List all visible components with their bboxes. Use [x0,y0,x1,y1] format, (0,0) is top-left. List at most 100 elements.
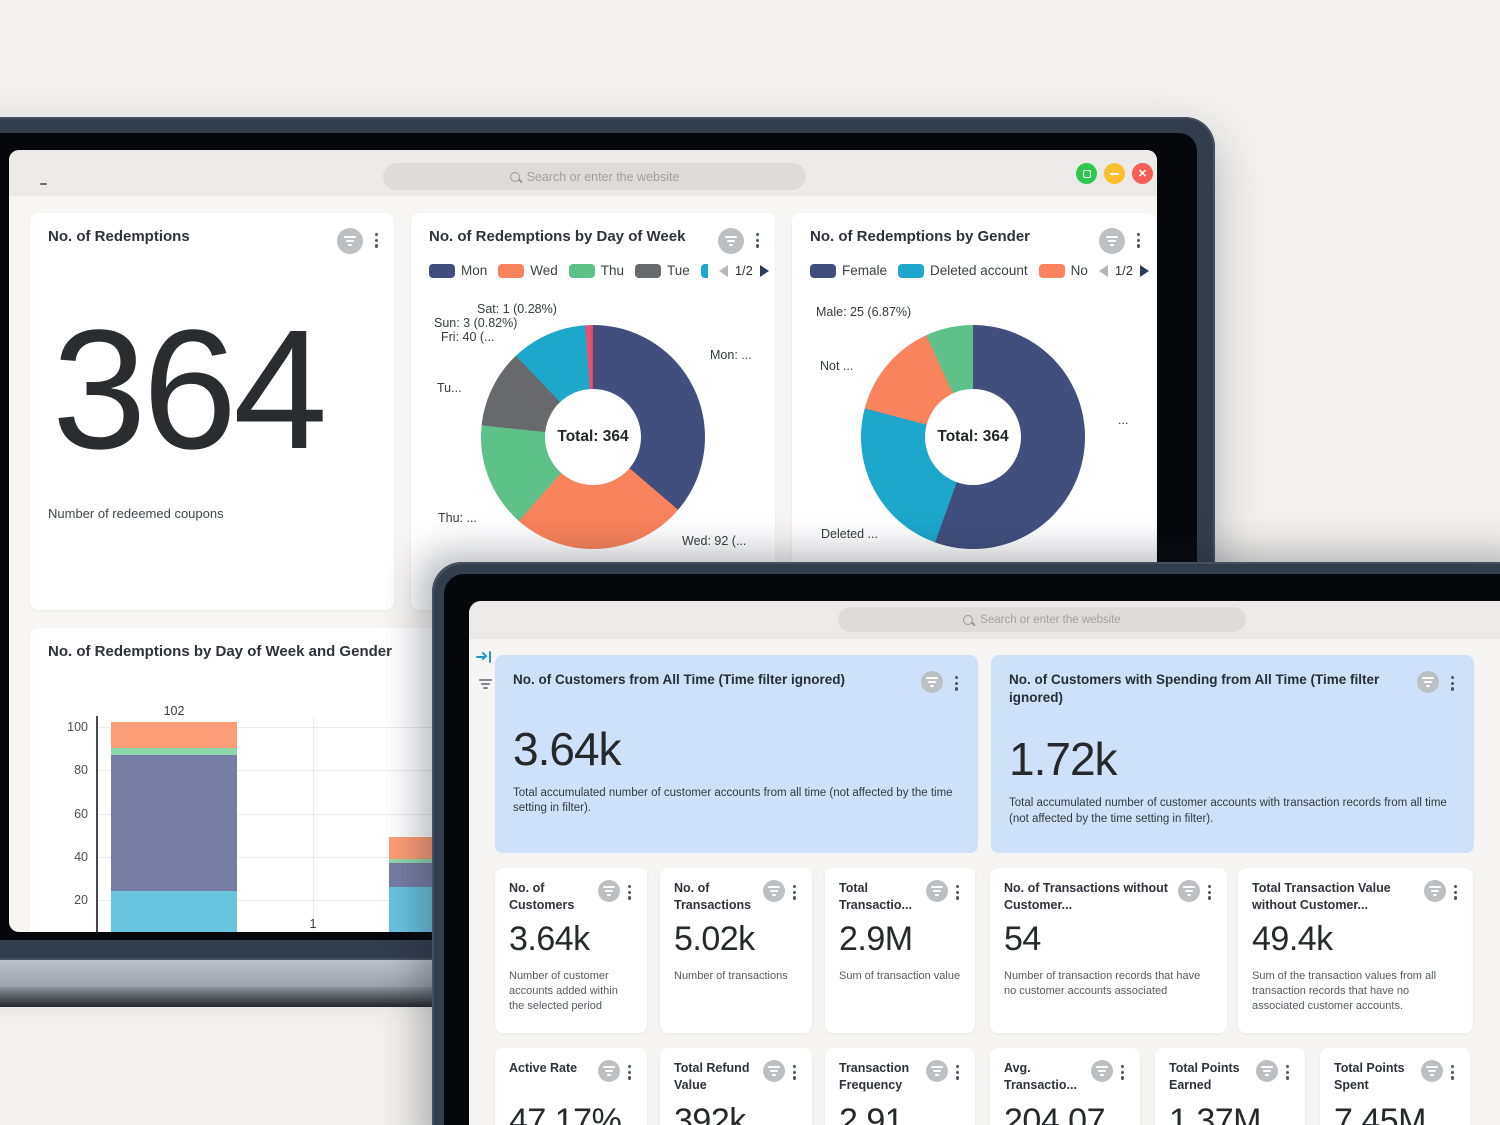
pager-prev-icon[interactable] [718,264,728,277]
metric-description: Total accumulated number of customer acc… [513,786,953,815]
metric-value: 1.72k [1009,733,1118,786]
filter-icon[interactable] [925,1060,948,1082]
kebab-menu-icon[interactable] [1284,1060,1291,1085]
card-title: Total Points Earned [1169,1061,1240,1092]
filter-icon[interactable] [597,880,620,902]
card-active-rate: Active Rate 47.17% [495,1048,647,1125]
kebab-menu-icon[interactable] [954,1060,961,1085]
metric-value: 3.64k [509,920,590,958]
legend-item-wed[interactable]: Wed [498,263,558,278]
filter-icon[interactable] [336,228,363,254]
kebab-menu-icon[interactable] [754,228,761,253]
kebab-menu-icon[interactable] [373,228,380,253]
card-title: Total Transaction Value without Customer… [1252,881,1391,912]
y-axis-line [96,716,98,932]
metric-description: Number of transactions [674,970,788,982]
kebab-menu-icon[interactable] [626,880,633,905]
search-icon [963,614,974,625]
kebab-menu-icon[interactable] [954,880,961,905]
card-title: Avg. Transactio... [1004,1061,1077,1092]
bar-total-label: 102 [163,704,185,718]
card-title: No. of Redemptions by Day of Week and Ge… [48,643,392,660]
card-transaction-value-without-customer: Total Transaction Value without Customer… [1238,868,1473,1033]
slice-label-fri: Fri: 40 (... [441,330,495,344]
filter-icon[interactable] [1420,1060,1443,1082]
kebab-menu-icon[interactable] [1135,228,1142,253]
global-filter-icon[interactable] [478,679,492,689]
filter-icon[interactable] [925,880,948,902]
filter-icon[interactable] [597,1060,620,1082]
pager-label: 1/2 [734,263,753,278]
kebab-menu-icon[interactable] [1206,880,1213,905]
pager-next-icon[interactable] [759,264,769,277]
address-search-bar[interactable]: Search or enter the website [838,607,1246,632]
card-customers-with-spending: No. of Customers with Spending from All … [991,655,1474,853]
pager-next-icon[interactable] [1139,264,1149,277]
legend-item-fri-truncated[interactable] [700,263,708,278]
card-redemptions-by-day: No. of Redemptions by Day of Week Mon We… [411,213,775,610]
filter-icon[interactable] [762,880,785,902]
card-title: Total Refund Value [674,1061,750,1092]
address-search-bar[interactable]: Search or enter the website [383,163,806,190]
filter-icon[interactable] [717,228,744,254]
metric-value: 392k [674,1102,746,1125]
slice-label-female: ... [1118,413,1129,427]
filter-icon[interactable] [1255,1060,1278,1082]
card-total-transaction-value: Total Transactio... 2.9M Sum of transact… [825,868,975,1033]
donut-center-total: Total: 364 [557,428,629,445]
slice-label-sun: Sun: 3 (0.82%) [434,316,518,330]
legend-item-tue[interactable]: Tue [635,263,690,278]
y-tick-80: 80 [74,763,88,777]
kebab-menu-icon[interactable] [1119,1060,1126,1085]
filter-icon[interactable] [1416,671,1439,693]
card-title: No. of Customers from All Time (Time fil… [513,672,846,687]
y-tick-20: 20 [74,893,88,907]
collapse-sidebar-icon[interactable] [476,650,493,664]
stacked-bar-1[interactable] [111,722,237,932]
filter-icon[interactable] [762,1060,785,1082]
filter-icon[interactable] [1423,880,1446,902]
pager-prev-icon[interactable] [1098,264,1108,277]
legend-item-female[interactable]: Female [810,263,887,278]
y-tick-60: 60 [74,807,88,821]
maximize-button[interactable] [1076,163,1097,184]
redemptions-description: Number of redeemed coupons [48,506,224,521]
legend-item-mon[interactable]: Mon [429,263,487,278]
browser-topbar: Search or enter the website ✕ [9,150,1157,196]
kebab-menu-icon[interactable] [626,1060,633,1085]
close-button[interactable]: ✕ [1132,163,1153,184]
kebab-menu-icon[interactable] [1452,880,1459,905]
metric-description: Sum of the transaction values from all t… [1252,970,1437,1012]
legend-item-deleted-account[interactable]: Deleted account [898,263,1028,278]
slice-label-deleted: Deleted ... [821,527,878,541]
filter-icon[interactable] [1177,880,1200,902]
card-redemptions-by-gender: No. of Redemptions by Gender Female Dele… [792,213,1156,610]
filter-icon[interactable] [1090,1060,1113,1082]
kebab-menu-icon[interactable] [1449,1060,1456,1085]
redemptions-value: 364 [52,295,328,485]
card-title: No. of Customers [509,881,575,912]
slice-label-tue: Tu... [437,381,462,395]
card-total-refund-value: Total Refund Value 392k [660,1048,812,1125]
metric-value: 2.9M [839,920,913,958]
kebab-menu-icon[interactable] [791,880,798,905]
kebab-menu-icon[interactable] [1449,671,1456,696]
card-no-of-redemptions: No. of Redemptions 364 Number of redeeme… [30,213,394,610]
donut-chart-day-of-week[interactable] [481,325,705,549]
kebab-menu-icon[interactable] [791,1060,798,1085]
minimize-button[interactable] [1104,163,1125,184]
filter-icon[interactable] [1098,228,1125,254]
legend-item-not-specified-truncated[interactable]: No [1038,263,1088,278]
search-placeholder: Search or enter the website [980,613,1121,626]
bar-total-label: 1 [309,917,317,931]
donut-chart-gender[interactable] [861,325,1085,549]
filter-icon[interactable] [920,671,943,693]
legend-item-thu[interactable]: Thu [568,263,624,278]
pager-label: 1/2 [1114,263,1133,278]
kebab-menu-icon[interactable] [953,671,960,696]
slice-label-sat: Sat: 1 (0.28%) [477,302,557,316]
laptop-front: Search or enter the website No. of Custo… [432,562,1500,1125]
card-title: No. of Customers with Spending from All … [1009,672,1380,705]
metric-value: 49.4k [1252,920,1333,958]
